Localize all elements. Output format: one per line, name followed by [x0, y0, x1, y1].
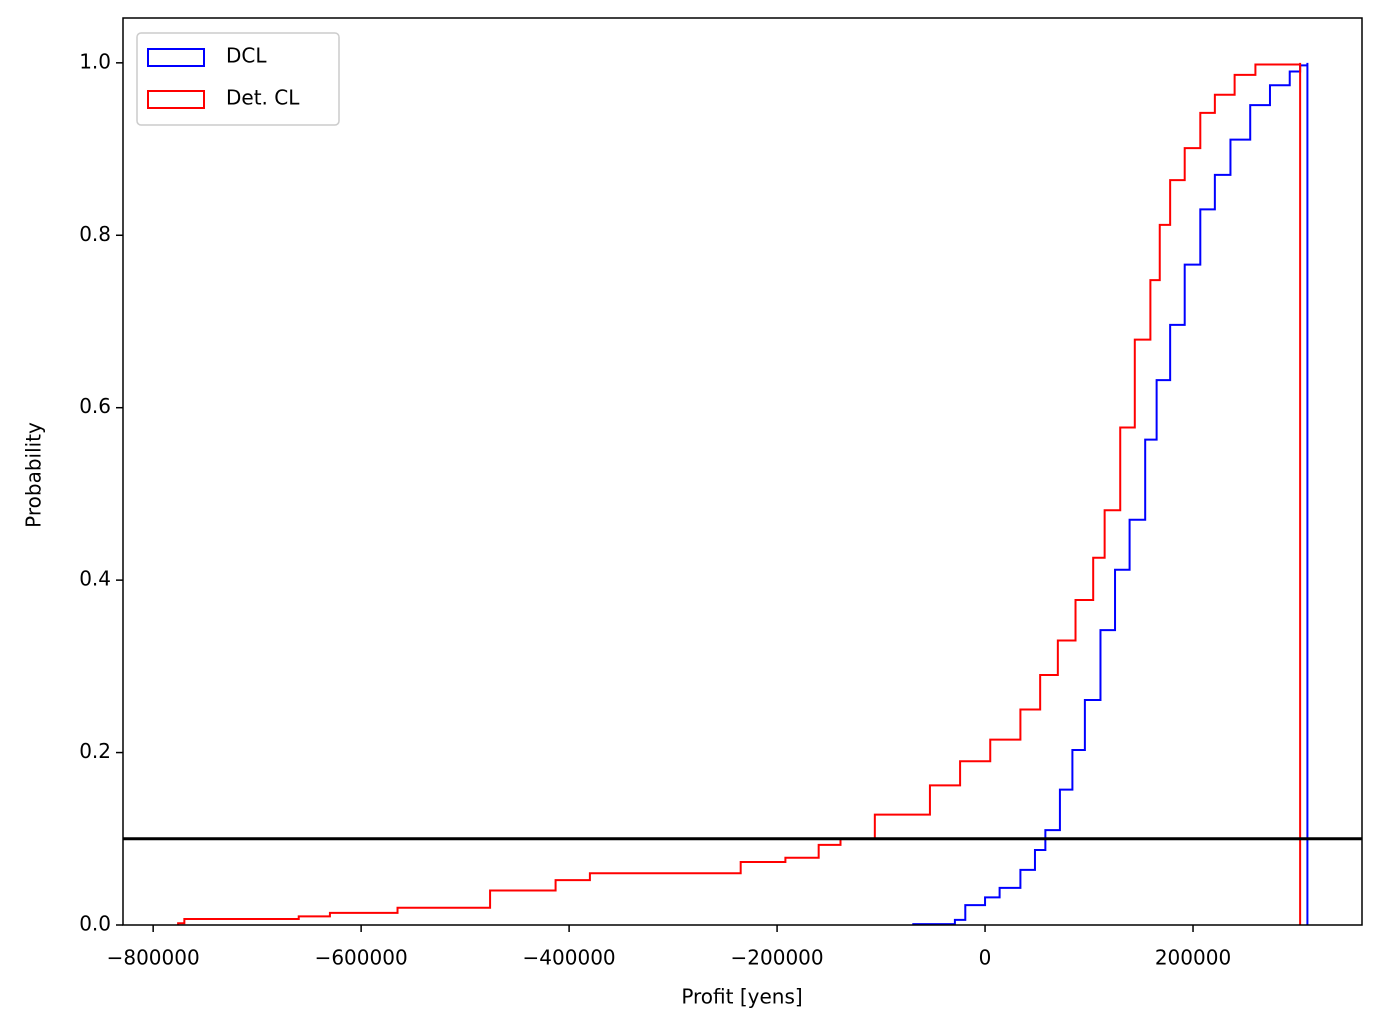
step-line — [177, 62, 1302, 925]
legend-box — [136, 32, 340, 126]
legend-label: Det. CL — [226, 86, 300, 110]
step-line — [912, 62, 1309, 926]
y-tick-label: 1.0 — [79, 49, 111, 73]
x-axis-label: Profit [yens] — [681, 985, 802, 1009]
y-axis-label: Probability — [22, 422, 46, 528]
x-tick-label: −600000 — [315, 946, 408, 970]
x-tick-label: −400000 — [523, 946, 616, 970]
x-tick-label: 0 — [979, 946, 992, 970]
y-tick-label: 0.2 — [79, 739, 111, 763]
plot-frame — [122, 17, 1363, 926]
y-tick-label: 0.0 — [79, 912, 111, 936]
x-tick-label: −800000 — [107, 946, 200, 970]
x-tick-label: 200000 — [1155, 946, 1231, 970]
legend-swatch — [147, 48, 205, 67]
x-tick-label: −200000 — [731, 946, 824, 970]
y-tick-label: 0.8 — [79, 222, 111, 246]
y-tick-label: 0.4 — [79, 567, 111, 591]
legend-label: DCL — [226, 44, 267, 68]
legend-swatch — [147, 90, 205, 109]
y-tick-label: 0.6 — [79, 394, 111, 418]
